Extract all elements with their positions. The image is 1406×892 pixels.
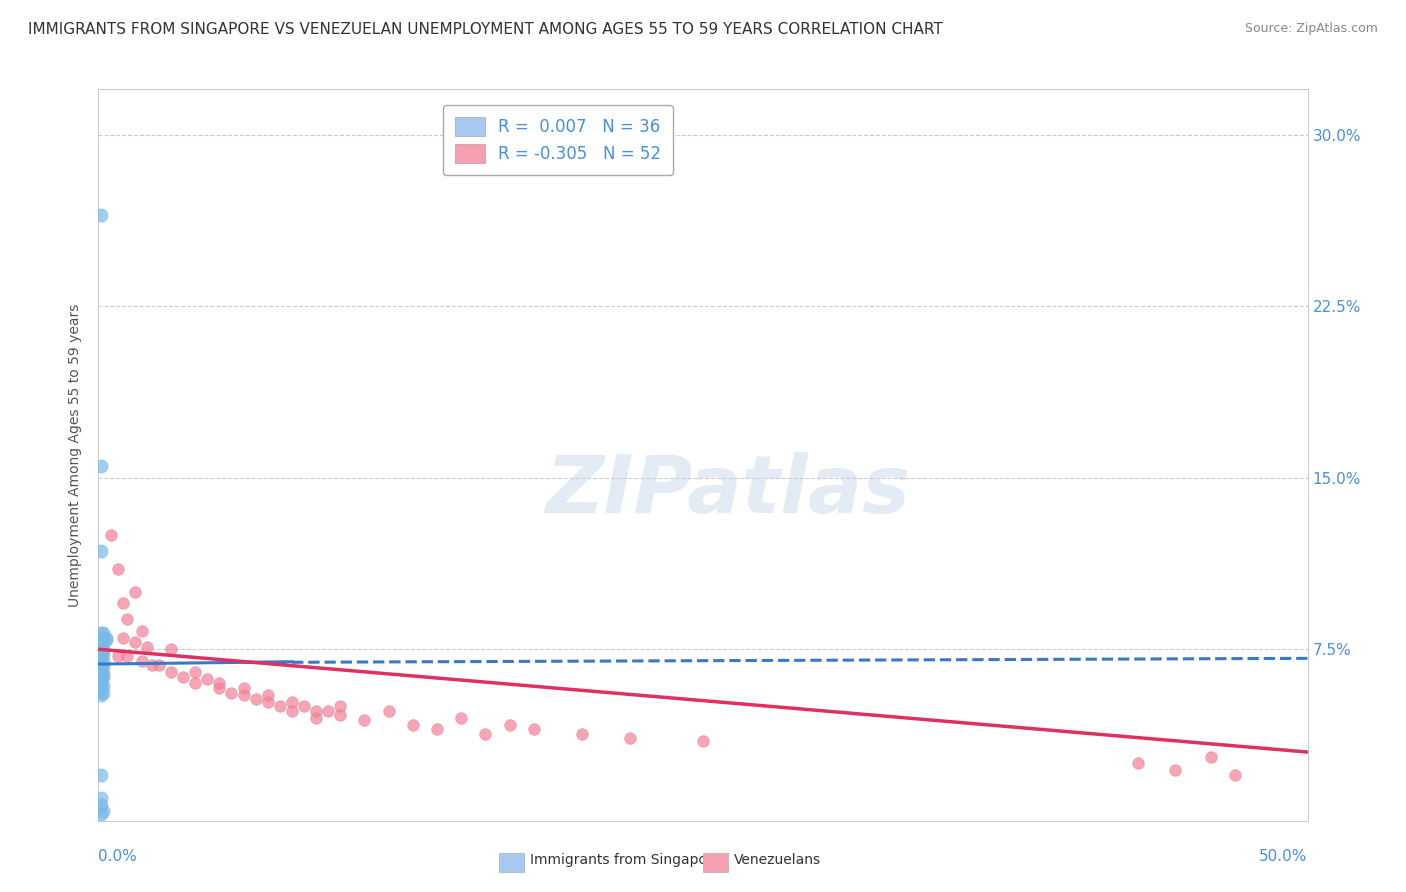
Point	[107, 562, 129, 576]
Point	[245, 692, 267, 706]
Point	[316, 704, 339, 718]
Point	[232, 688, 254, 702]
Point	[131, 654, 153, 668]
Point	[571, 727, 593, 741]
Point	[94, 633, 117, 648]
Point	[91, 686, 114, 700]
Point	[90, 670, 112, 684]
Point	[160, 665, 183, 679]
Point	[474, 727, 496, 741]
Point	[90, 674, 112, 689]
Point	[117, 649, 139, 664]
Point	[124, 585, 146, 599]
Point	[377, 704, 399, 718]
Point	[353, 713, 375, 727]
Point	[90, 683, 112, 698]
Point	[1128, 756, 1150, 771]
Point	[107, 649, 129, 664]
Point	[111, 597, 134, 611]
Point	[172, 670, 194, 684]
Point	[91, 660, 114, 674]
Y-axis label: Unemployment Among Ages 55 to 59 years: Unemployment Among Ages 55 to 59 years	[69, 303, 83, 607]
Point	[90, 672, 112, 686]
Point	[256, 688, 278, 702]
Text: Immigrants from Singapore: Immigrants from Singapore	[530, 853, 721, 867]
Point	[90, 665, 112, 679]
Legend: R =  0.007   N = 36, R = -0.305   N = 52: R = 0.007 N = 36, R = -0.305 N = 52	[443, 105, 672, 175]
Point	[91, 642, 114, 657]
Point	[160, 642, 183, 657]
Point	[402, 717, 425, 731]
Point	[426, 723, 449, 737]
Point	[90, 626, 112, 640]
Point	[90, 656, 112, 670]
Point	[100, 528, 122, 542]
Point	[90, 651, 112, 665]
Point	[281, 695, 304, 709]
Point	[498, 717, 520, 731]
Point	[131, 624, 153, 638]
Point	[91, 805, 114, 819]
Point	[90, 676, 112, 690]
Point	[91, 647, 114, 661]
Point	[619, 731, 641, 746]
Point	[135, 640, 157, 654]
Point	[90, 640, 112, 654]
Point	[256, 695, 278, 709]
Text: ZIPatlas: ZIPatlas	[544, 452, 910, 531]
Point	[90, 644, 112, 658]
Text: IMMIGRANTS FROM SINGAPORE VS VENEZUELAN UNEMPLOYMENT AMONG AGES 55 TO 59 YEARS C: IMMIGRANTS FROM SINGAPORE VS VENEZUELAN …	[28, 22, 943, 37]
Point	[329, 708, 352, 723]
Point	[90, 688, 112, 702]
Point	[1163, 764, 1185, 778]
Point	[90, 797, 112, 812]
Point	[117, 613, 139, 627]
Point	[184, 676, 207, 690]
Point	[90, 208, 112, 222]
Point	[269, 699, 291, 714]
Point	[124, 635, 146, 649]
Point	[208, 676, 231, 690]
Text: Venezuelans: Venezuelans	[734, 853, 821, 867]
Point	[91, 654, 114, 668]
Point	[91, 633, 114, 648]
Point	[90, 658, 112, 673]
Point	[305, 711, 328, 725]
Point	[90, 806, 112, 821]
Point	[94, 631, 117, 645]
Point	[305, 704, 328, 718]
Point	[148, 658, 170, 673]
Point	[91, 667, 114, 681]
Point	[90, 768, 112, 782]
Point	[90, 544, 112, 558]
Point	[90, 459, 112, 474]
Point	[692, 733, 714, 747]
Point	[90, 681, 112, 695]
Point	[184, 665, 207, 679]
Point	[91, 670, 114, 684]
Point	[90, 649, 112, 664]
Point	[281, 704, 304, 718]
Text: 50.0%: 50.0%	[1260, 849, 1308, 863]
Point	[111, 631, 134, 645]
Point	[195, 672, 218, 686]
Point	[221, 686, 243, 700]
Text: 0.0%: 0.0%	[98, 849, 138, 863]
Text: Source: ZipAtlas.com: Source: ZipAtlas.com	[1244, 22, 1378, 36]
Point	[523, 723, 546, 737]
Point	[232, 681, 254, 695]
Point	[91, 679, 114, 693]
Point	[1199, 749, 1222, 764]
Point	[292, 699, 315, 714]
Point	[208, 681, 231, 695]
Point	[90, 663, 112, 677]
Point	[450, 711, 472, 725]
Point	[329, 699, 352, 714]
Point	[91, 626, 114, 640]
Point	[1223, 768, 1246, 782]
Point	[141, 658, 163, 673]
Point	[90, 790, 112, 805]
